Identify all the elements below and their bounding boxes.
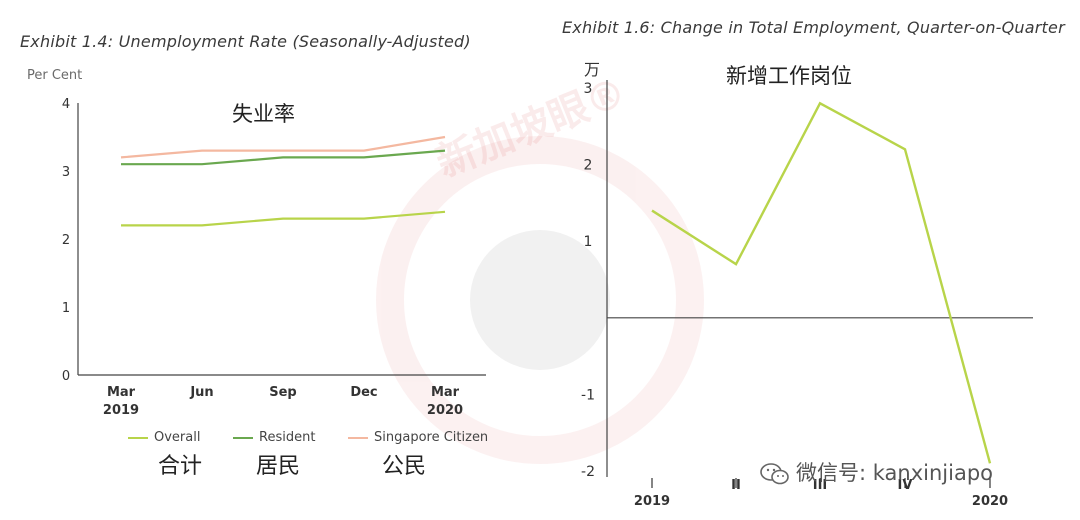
left-x-tick-label: 2019 (103, 403, 139, 418)
right-x-tick-label: IV (898, 478, 913, 493)
left-y-tick-label: 3 (62, 165, 70, 180)
right-y-tick-label: 1 (584, 234, 593, 250)
legend-label-citizen: Singapore Citizen (374, 430, 489, 445)
left-y-tick-label: 2 (62, 233, 70, 248)
legend-label-overall: Overall (154, 430, 201, 445)
legend-swatch-resident (233, 436, 253, 439)
legend-item-citizen: Singapore Citizen (348, 430, 488, 445)
wechat-icon (760, 463, 789, 485)
left-series-line-singapore-citizen (120, 135, 446, 159)
right-chart-title: Exhibit 1.6: Change in Total Employment,… (562, 18, 1065, 37)
left-x-tick-label: Mar (431, 385, 460, 400)
right-chart-cn-title: 新增工作岗位 (726, 64, 852, 88)
wechat-label: 微信号: kanxinjiapo (796, 461, 994, 485)
legend-swatch-overall (128, 436, 148, 439)
right-y-tick-label: 2 (584, 158, 593, 174)
legend-cn-overall: 合计 (158, 454, 203, 479)
wechat-watermark: 微信号: kanxinjiapo (760, 457, 993, 487)
legend-swatch-citizen (348, 436, 368, 439)
left-chart-cn-title: 失业率 (232, 102, 295, 126)
right-x-tick-label: 2020 (972, 494, 1008, 509)
left-x-tick-label: Dec (350, 385, 377, 400)
legend-item-resident: Resident (233, 430, 315, 445)
right-series-line (651, 101, 992, 464)
left-y-tick-label: 0 (62, 369, 70, 384)
right-x-tick-label: 2019 (634, 494, 670, 509)
right-y-tick-label: 3 (584, 81, 593, 97)
right-x-tick-label: III (813, 478, 828, 493)
watermark-logo (376, 136, 704, 464)
right-y-tick-label: -2 (581, 464, 595, 480)
right-x-tick-label: II (731, 478, 741, 493)
left-series-line-resident (121, 149, 446, 166)
right-chart-unit-label: 万 (584, 60, 601, 79)
right-y-tick-label: -1 (581, 387, 595, 403)
left-chart-legend: Overall Resident Singapore Citizen 合计 居民… (128, 430, 548, 480)
left-chart-title: Exhibit 1.4: Unemployment Rate (Seasonal… (20, 32, 471, 51)
left-chart-unit-label: Per Cent (27, 68, 83, 83)
legend-label-resident: Resident (259, 430, 316, 445)
left-y-tick-label: 1 (62, 301, 70, 316)
left-x-tick-label: Mar (107, 385, 136, 400)
left-x-tick-label: Sep (269, 385, 297, 400)
left-x-tick-label: Jun (189, 385, 213, 400)
left-series-line-overall (121, 210, 446, 227)
left-y-tick-label: 4 (62, 97, 70, 112)
legend-item-overall: Overall (128, 430, 200, 445)
left-chart: 0 1 2 3 4 Mar 2019 Jun Sep Dec Mar 2020 (62, 97, 486, 418)
legend-cn-resident: 居民 (256, 454, 301, 479)
legend-cn-citizen: 公民 (382, 454, 427, 479)
left-x-tick-label: 2020 (427, 403, 463, 418)
